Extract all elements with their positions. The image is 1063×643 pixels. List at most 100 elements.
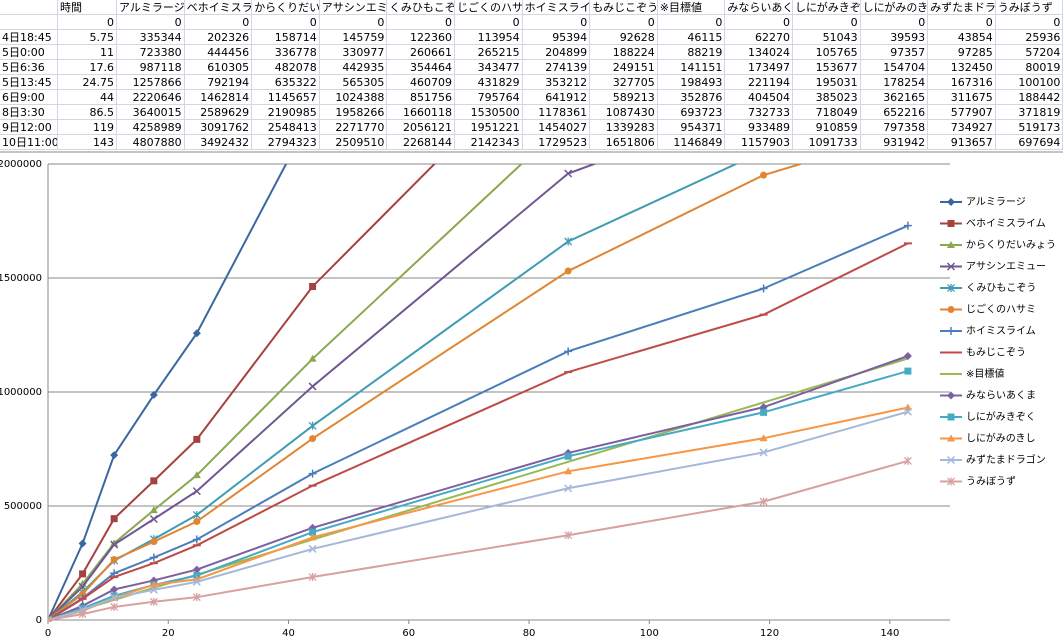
value-cell: 88219 [657,45,726,60]
legend-label: みならいあくま [966,390,1036,402]
data-point [309,528,317,536]
row-label [0,15,58,30]
value-cell: 25936 [995,30,1063,45]
data-point [308,354,317,362]
value-cell: 734927 [928,120,996,135]
value-cell: 931942 [860,135,929,150]
value-cell: 353212 [522,75,591,90]
value-cell: 954371 [657,120,726,135]
data-point [760,171,768,179]
value-cell: 0 [657,15,726,30]
y-tick-label: 0 [36,615,42,626]
value-cell: 46115 [657,30,726,45]
value-cell: 0 [252,15,320,30]
value-cell: 354464 [387,60,455,75]
data-point [110,451,119,460]
value-cell: 100100 [995,75,1063,90]
value-cell: 0 [117,15,185,30]
value-cell: 565305 [319,75,388,90]
value-cell: 51043 [793,30,861,45]
data-point [192,565,201,574]
value-cell: 933489 [725,120,793,135]
value-cell: 1157903 [725,135,793,150]
legend-label: うみぼうず [966,476,1016,488]
time-cell: 44 [58,90,117,105]
value-cell: 1651806 [590,135,658,150]
legend-marker [947,477,955,486]
legend-label: アサシンエミュー [966,261,1046,273]
legend-label: しにがみきぞく [966,410,1036,423]
value-cell: 173497 [725,60,793,75]
value-cell: 460709 [387,75,455,90]
data-point [150,538,158,546]
data-point [309,282,317,290]
header-cell: しにがみきぞく [793,0,861,15]
value-cell: 43854 [928,30,996,45]
value-cell: 330977 [319,45,388,60]
value-cell: 327705 [590,75,658,90]
legend-marker [947,434,955,442]
data-point [150,477,158,485]
value-cell: 95394 [522,30,591,45]
legend-label: からくりだいみょう [966,239,1056,251]
value-cell: 718049 [793,105,861,120]
data-point [78,539,87,548]
value-cell: 134024 [725,45,793,60]
value-cell: 431829 [455,75,523,90]
data-point [308,544,317,553]
time-cell: 11 [58,45,117,60]
value-cell: 577907 [928,105,996,120]
data-point [903,456,912,465]
value-cell: 154704 [860,60,929,75]
data-point [192,471,201,479]
legend-marker [947,306,955,313]
value-cell: 910859 [793,120,861,135]
value-cell: 385023 [793,90,861,105]
value-cell: 0 [860,15,929,30]
data-point [759,497,768,506]
value-cell: 0 [522,15,591,30]
header-cell: ベホイミスライム [184,0,253,15]
legend-marker [947,198,955,206]
header-cell: じごくのハサミ [455,0,523,15]
data-point [110,515,118,523]
row-label: 8日3:30 [0,105,58,120]
value-cell: 1951221 [455,120,523,135]
series-line [48,410,909,621]
value-cell: 202326 [184,30,253,45]
value-cell: 198493 [657,75,726,90]
value-cell: 105765 [793,45,861,60]
legend-label: くみひもこぞう [966,282,1036,294]
y-tick-label: 500000 [4,501,42,512]
value-cell: 132450 [928,60,996,75]
value-cell: 343477 [455,60,523,75]
value-cell: 2794323 [252,135,320,150]
value-cell: 39593 [860,30,929,45]
header-cell: うみぼうず [995,0,1063,15]
row-label: 5日13:45 [0,75,58,90]
chart: 0 500000 1000000 1500000 2000000 0 20 40 60 80 100… [0,151,1063,639]
value-cell: 2190985 [252,105,320,120]
data-point [110,585,119,594]
value-cell: 145759 [319,30,388,45]
row-label: 4日18:45 [0,30,58,45]
header-cell: アルミラージ [117,0,185,15]
data-point [149,585,158,594]
data-point [78,610,87,619]
value-cell: 3640015 [117,105,185,120]
data-point [564,267,572,275]
data-point [760,408,768,416]
value-cell: 987118 [117,60,185,75]
value-cell: 1087430 [590,105,658,120]
value-cell: 0 [995,15,1063,30]
value-cell: 797358 [860,120,929,135]
data-point [193,518,201,526]
value-cell: 97285 [928,45,996,60]
time-cell: 143 [58,135,117,150]
series-line [48,459,909,621]
y-tick-label: 1000000 [0,387,42,398]
value-cell: 1660118 [387,105,455,120]
value-cell: 0 [928,15,996,30]
series-line [48,242,909,621]
value-cell: 589213 [590,90,658,105]
